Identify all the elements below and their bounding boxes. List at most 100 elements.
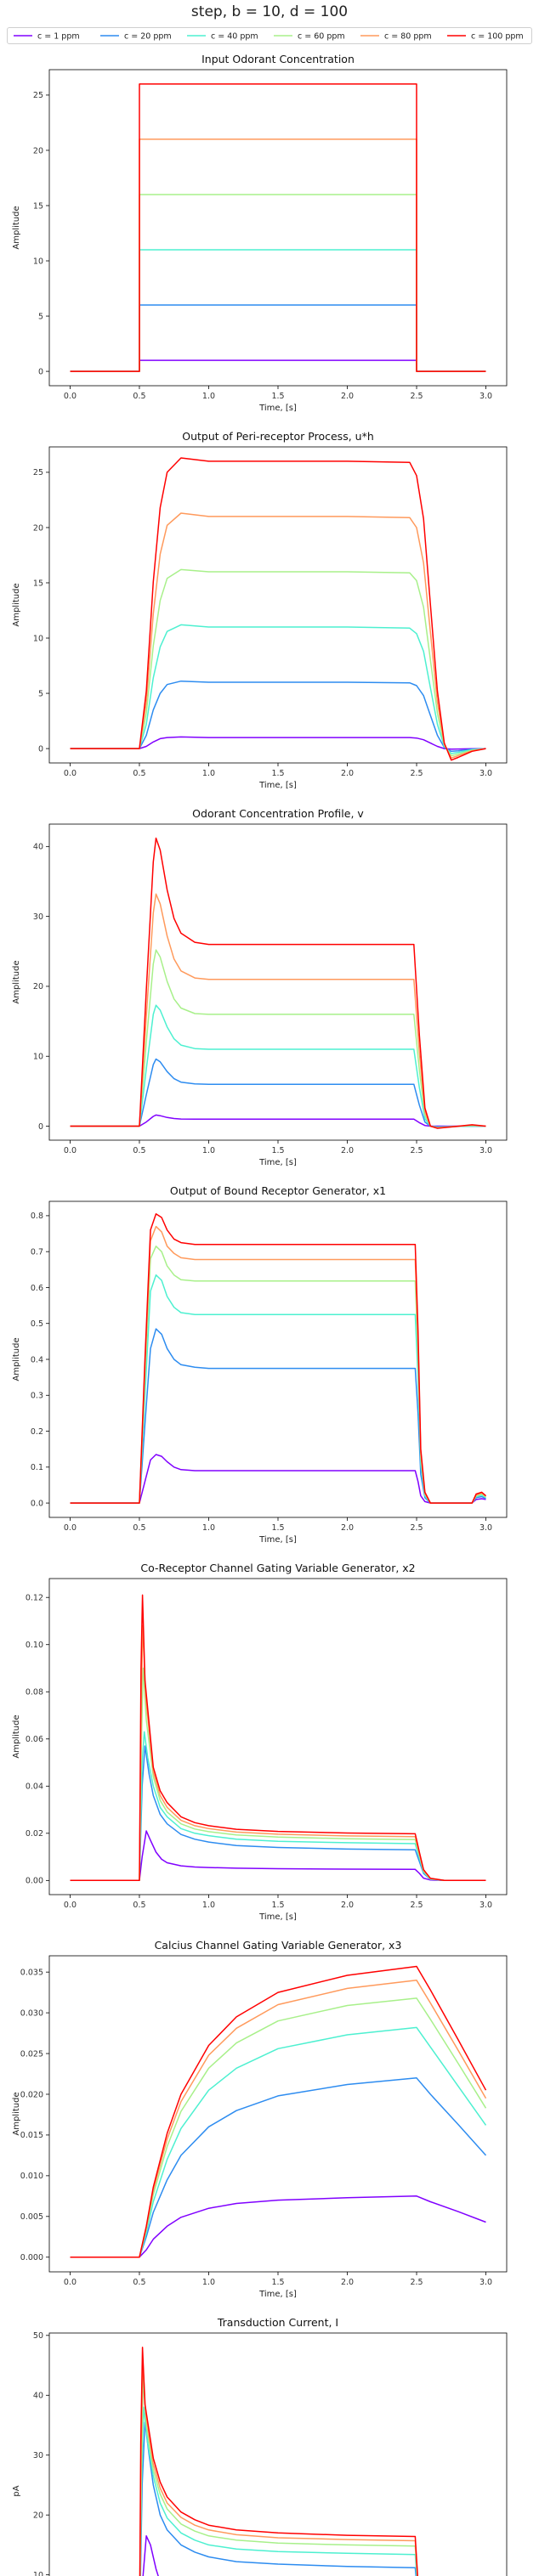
y-axis-label: Amplitude (12, 960, 21, 1003)
series-line (70, 1667, 486, 1882)
legend-entry: c = 100 ppm (447, 32, 524, 42)
y-tick-label: 0.6 (31, 1284, 43, 1293)
y-tick-label: 0.5 (31, 1319, 43, 1329)
x-axis-label: Time, [s] (258, 404, 297, 413)
plot-frame (48, 2332, 508, 2576)
x-tick-label: 0.5 (133, 392, 145, 401)
series-line (70, 512, 486, 759)
x-tick-label: 3.0 (479, 1146, 492, 1155)
y-tick-label: 0.005 (20, 2212, 43, 2222)
series-line (70, 1213, 486, 1504)
chart-panel: Calcius Channel Gating Variable Generato… (12, 1939, 508, 2299)
y-tick-label: 0 (38, 744, 43, 754)
legend-label: c = 20 ppm (124, 32, 172, 42)
series-line (139, 2406, 418, 2576)
x-tick-label: 2.5 (410, 1901, 423, 1910)
x-tick-label: 3.0 (479, 2278, 492, 2287)
plot-frame (48, 823, 508, 1141)
x-tick-label: 3.0 (479, 392, 492, 401)
chart-title: Calcius Channel Gating Variable Generato… (155, 1939, 402, 1952)
y-tick-label: 10 (33, 257, 43, 266)
x-tick-label: 2.5 (410, 2278, 423, 2287)
y-tick-label: 0.030 (20, 2008, 43, 2018)
y-tick-label: 0.015 (20, 2131, 43, 2140)
y-tick-label: 10 (33, 2571, 43, 2576)
x-tick-label: 0.0 (64, 1523, 77, 1533)
y-tick-label: 0.8 (31, 1212, 43, 1221)
series-line (139, 2376, 418, 2576)
legend-label: c = 60 ppm (298, 32, 345, 42)
figure-title: step, b = 10, d = 100 (190, 3, 349, 20)
x-tick-label: 1.0 (202, 769, 215, 778)
y-tick-label: 5 (38, 689, 43, 698)
y-axis-label: Amplitude (12, 1337, 21, 1381)
series-line (139, 2347, 418, 2576)
x-axis-label: Time, [s] (258, 781, 297, 790)
x-tick-label: 3.0 (479, 1523, 492, 1533)
x-tick-label: 3.0 (479, 1901, 492, 1910)
series-line (70, 1274, 486, 1504)
legend-label: c = 1 ppm (37, 32, 80, 42)
x-tick-label: 0.5 (133, 769, 145, 778)
chart-panel: Input Odorant Concentration 0.0 0.5 1.0 1.5 2… (12, 53, 508, 413)
y-tick-label: 0.10 (26, 1641, 43, 1650)
series-line (70, 1004, 486, 1128)
y-tick-label: 40 (33, 843, 43, 852)
y-tick-label: 0.7 (31, 1247, 43, 1257)
legend-entry: c = 60 ppm (274, 32, 345, 42)
series-line (70, 2026, 487, 2258)
legend-entry: c = 80 ppm (360, 32, 432, 42)
x-tick-label: 0.0 (64, 392, 77, 401)
y-tick-label: 0.2 (31, 1427, 43, 1437)
y-tick-label: 0.02 (26, 1829, 43, 1839)
x-tick-label: 2.0 (341, 392, 354, 401)
y-tick-label: 0.12 (26, 1594, 43, 1603)
y-tick-label: 40 (33, 2392, 43, 2401)
chart-title: Co-Receptor Channel Gating Variable Gene… (140, 1562, 415, 1574)
plot-frame (48, 1200, 508, 1518)
legend-label: c = 80 ppm (384, 32, 432, 42)
y-tick-label: 0.00 (26, 1877, 43, 1886)
legend-entry: c = 40 ppm (187, 32, 258, 42)
x-tick-label: 1.0 (202, 1146, 215, 1155)
chart-title: Output of Bound Receptor Generator, x1 (170, 1184, 386, 1197)
y-tick-label: 20 (33, 523, 43, 533)
x-tick-label: 1.0 (202, 2278, 215, 2287)
x-tick-label: 2.5 (410, 769, 423, 778)
x-tick-label: 0.0 (64, 769, 77, 778)
series-line (70, 83, 486, 372)
y-tick-label: 0.010 (20, 2172, 43, 2181)
series-line (70, 568, 486, 757)
y-tick-label: 20 (33, 2511, 43, 2520)
series-line (70, 1624, 486, 1882)
chart-title: Input Odorant Concentration (201, 53, 355, 65)
y-tick-label: 0.06 (26, 1735, 43, 1744)
x-tick-label: 0.0 (64, 2278, 77, 2287)
series-line (70, 194, 486, 372)
y-tick-label: 0.025 (20, 2049, 43, 2059)
y-tick-label: 30 (33, 2451, 43, 2460)
legend-label: c = 100 ppm (471, 32, 524, 42)
x-tick-label: 1.0 (202, 392, 215, 401)
series-line (70, 1830, 486, 1882)
y-tick-label: 0.020 (20, 2090, 43, 2099)
y-tick-label: 0.1 (31, 1463, 43, 1472)
legend-entry: c = 1 ppm (14, 32, 80, 42)
x-tick-label: 2.0 (341, 769, 354, 778)
series-line (139, 2421, 417, 2576)
x-tick-label: 0.0 (64, 1146, 77, 1155)
x-tick-label: 1.5 (271, 769, 284, 778)
x-tick-label: 0.5 (133, 2278, 145, 2287)
y-tick-label: 0.4 (31, 1355, 43, 1364)
x-tick-label: 1.5 (271, 1523, 284, 1533)
y-tick-label: 20 (33, 982, 43, 991)
y-axis-label: Amplitude (12, 583, 21, 626)
y-tick-label: 10 (33, 634, 43, 643)
x-tick-label: 1.0 (202, 1901, 215, 1910)
chart-panel: Co-Receptor Channel Gating Variable Gene… (12, 1562, 508, 1922)
series-line (70, 1980, 487, 2258)
x-tick-label: 1.5 (271, 392, 284, 401)
y-axis-label: Amplitude (12, 2092, 21, 2135)
y-tick-label: 15 (33, 579, 43, 588)
